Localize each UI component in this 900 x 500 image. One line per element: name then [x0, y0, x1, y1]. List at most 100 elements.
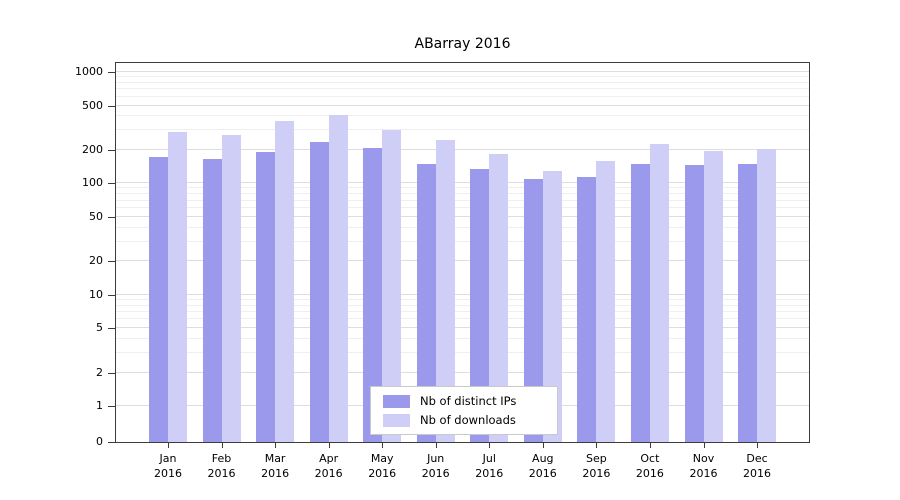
y-tick-mark — [108, 183, 115, 185]
y-tick-mark — [108, 372, 115, 374]
x-tick-mark — [435, 443, 437, 448]
legend-item-distinct-ips: Nb of distinct IPs — [383, 394, 545, 408]
legend-swatch-downloads — [383, 413, 410, 427]
x-tick-label: Oct 2016 — [635, 452, 664, 480]
bar-distinct-ips-aug — [523, 178, 543, 442]
plot-area — [115, 62, 810, 443]
x-tick-label: Sep 2016 — [582, 452, 611, 480]
legend-label-downloads: Nb of downloads — [420, 413, 516, 427]
x-tick-label: Nov 2016 — [689, 452, 718, 480]
x-tick-label: May 2016 — [368, 452, 397, 480]
gridline — [116, 104, 809, 106]
gridline — [116, 240, 809, 242]
legend-item-downloads: Nb of downloads — [383, 413, 545, 427]
bar-distinct-ips-oct — [630, 163, 650, 442]
x-tick-label: Feb 2016 — [207, 452, 236, 480]
y-tick-label: 100 — [82, 176, 103, 190]
x-tick-label: Jun 2016 — [421, 452, 450, 480]
bar-distinct-ips-mar — [256, 152, 276, 442]
bar-downloads-sep — [596, 160, 616, 442]
gridline — [116, 293, 809, 295]
legend: Nb of distinct IPs Nb of downloads — [370, 386, 558, 435]
y-tick-mark — [108, 328, 115, 330]
y-tick-label: 1 — [96, 399, 103, 412]
y-tick-mark — [108, 261, 115, 263]
bar-downloads-mar — [275, 121, 295, 442]
y-tick-mark — [108, 442, 115, 443]
x-tick-label: Mar 2016 — [261, 452, 290, 480]
gridline — [116, 71, 809, 72]
y-tick-label: 2 — [96, 365, 103, 379]
bar-distinct-ips-dec — [738, 163, 757, 442]
x-tick-label: Dec 2016 — [743, 452, 771, 480]
x-tick-mark — [596, 443, 598, 448]
x-tick-mark — [382, 443, 384, 448]
x-tick-mark — [328, 443, 330, 448]
bar-distinct-ips-feb — [202, 159, 222, 442]
gridline — [116, 351, 809, 353]
x-tick-mark — [275, 443, 277, 448]
gridline — [116, 338, 809, 339]
gridline — [116, 318, 809, 320]
bar-distinct-ips-may — [363, 147, 383, 442]
y-tick-mark — [108, 216, 115, 218]
bar-distinct-ips-jul — [470, 168, 490, 442]
y-tick-label: 1000 — [75, 65, 103, 78]
x-tick-mark — [703, 443, 705, 448]
x-tick-mark — [489, 443, 491, 448]
y-tick-mark — [108, 105, 115, 107]
bar-downloads-dec — [757, 148, 776, 442]
gridline — [116, 207, 809, 208]
y-tick-label: 5 — [96, 321, 103, 335]
x-tick-mark — [168, 443, 169, 448]
bar-downloads-jan — [168, 131, 187, 442]
x-tick-label: Jan 2016 — [154, 452, 182, 480]
y-tick-label: 50 — [89, 209, 103, 223]
x-tick-label: Jul 2016 — [475, 452, 504, 480]
gridline — [116, 148, 809, 150]
gridline — [116, 187, 809, 189]
gridline — [116, 215, 809, 217]
bar-distinct-ips-sep — [577, 177, 597, 442]
gridline — [116, 182, 809, 184]
gridline — [116, 310, 809, 312]
x-tick-mark — [542, 443, 544, 448]
legend-swatch-distinct-ips — [383, 394, 410, 408]
y-tick-label: 0 — [96, 435, 103, 448]
bar-downloads-feb — [221, 135, 241, 442]
x-tick-mark — [649, 443, 651, 448]
bar-distinct-ips-nov — [684, 165, 704, 442]
gridline — [116, 298, 809, 300]
legend-label-distinct-ips: Nb of distinct IPs — [420, 394, 517, 408]
y-tick-label: 20 — [89, 254, 103, 268]
y-tick-mark — [108, 294, 115, 296]
gridline — [116, 95, 809, 97]
x-tick-mark — [757, 443, 758, 448]
chart-title: ABarray 2016 — [414, 36, 511, 52]
gridline — [116, 129, 809, 131]
gridline — [116, 88, 809, 90]
y-tick-label: 10 — [89, 287, 103, 301]
bar-distinct-ips-apr — [309, 142, 329, 442]
bar-downloads-nov — [703, 151, 723, 442]
bar-downloads-jun — [435, 140, 455, 442]
bar-downloads-aug — [542, 170, 562, 442]
gridline — [116, 193, 809, 195]
y-tick-mark — [108, 149, 115, 151]
y-tick-mark — [108, 72, 115, 73]
x-tick-mark — [221, 443, 223, 448]
gridline — [116, 260, 809, 262]
bar-downloads-oct — [649, 144, 669, 442]
gridline — [116, 304, 809, 306]
y-tick-label: 200 — [82, 142, 103, 156]
gridline — [116, 81, 809, 83]
x-tick-label: Apr 2016 — [314, 452, 343, 480]
gridline — [116, 199, 809, 201]
y-tick-label: 500 — [82, 98, 103, 112]
bar-downloads-may — [382, 130, 402, 442]
gridline — [116, 76, 809, 78]
bar-distinct-ips-jan — [149, 156, 168, 442]
x-tick-label: Aug 2016 — [528, 452, 557, 480]
bar-downloads-apr — [328, 115, 348, 442]
